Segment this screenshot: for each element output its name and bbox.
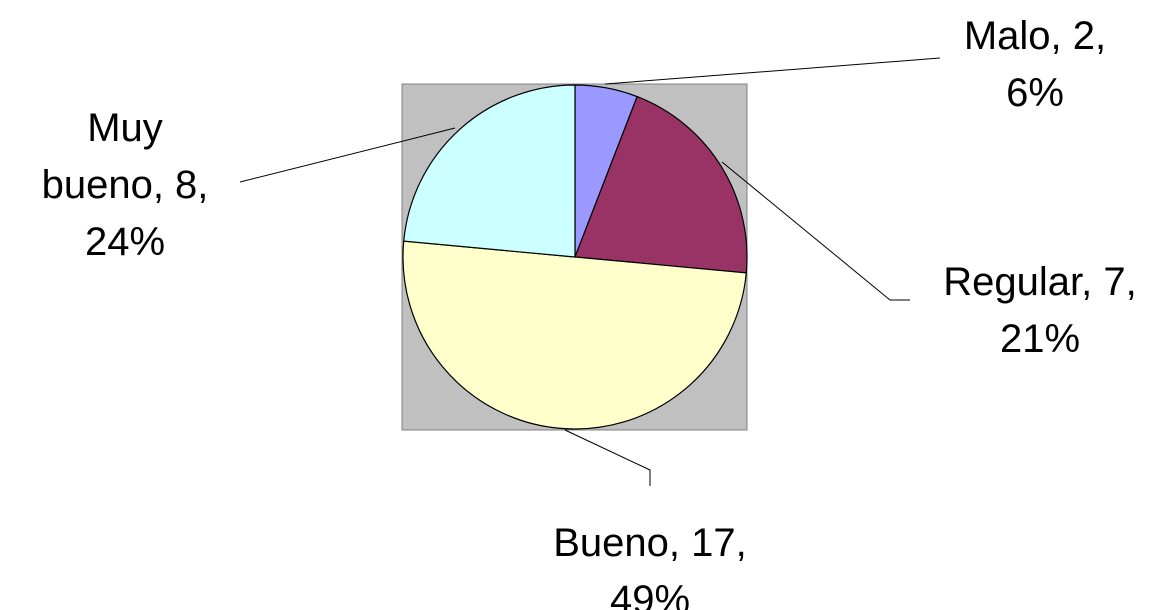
label-category: Bueno xyxy=(553,521,669,565)
label-percent: 49% xyxy=(609,578,691,610)
label-value: 7 xyxy=(1103,260,1126,304)
label-category: Regular xyxy=(943,260,1082,304)
label-category: Malo xyxy=(963,14,1051,58)
leader-line xyxy=(564,429,651,486)
data-label: Bueno, 17, 49% xyxy=(510,515,790,610)
pie-slice xyxy=(403,84,576,258)
data-label: Regular, 7, 21% xyxy=(943,260,1137,361)
leader-line xyxy=(604,57,941,85)
label-value: 8 xyxy=(175,163,198,207)
label-value: 2 xyxy=(1072,14,1096,58)
leader-line xyxy=(239,127,456,183)
leader-line xyxy=(721,161,910,301)
label-percent: 24% xyxy=(84,220,166,264)
label-category: Muy bueno xyxy=(41,106,163,207)
pie-slice xyxy=(574,95,748,274)
label-value: 17 xyxy=(691,521,736,565)
label-percent: 6% xyxy=(1006,71,1064,115)
data-label: Malo, 2, 6% xyxy=(963,14,1107,115)
pie-slice xyxy=(402,240,747,430)
data-label: Muy bueno, 8, 24% xyxy=(41,106,209,264)
label-percent: 21% xyxy=(999,317,1081,361)
